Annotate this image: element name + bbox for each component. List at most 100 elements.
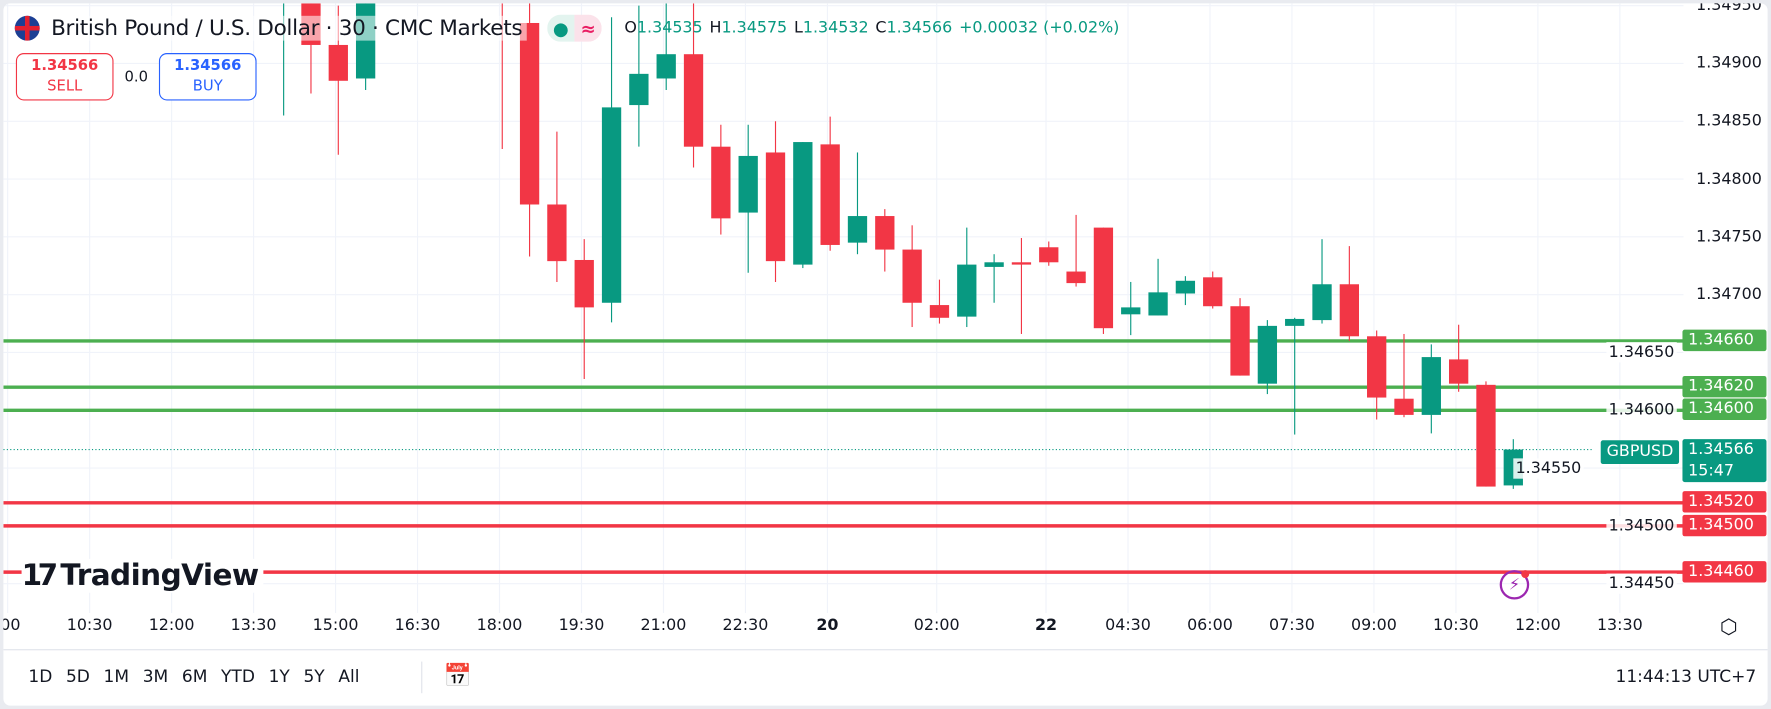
- candle-down: [1339, 284, 1359, 337]
- price-chart[interactable]: [3, 3, 1684, 614]
- range-button-1d[interactable]: 1D: [28, 666, 53, 687]
- candle-up: [957, 264, 977, 317]
- candle-down: [820, 144, 840, 245]
- candle-down: [574, 259, 594, 308]
- current-price: 1.34566: [1688, 440, 1754, 459]
- bottom-toolbar: 1D 5D 1M 3M 6M YTD 1Y 5Y All 📅 11:44:13 UTC+7: [3, 649, 1768, 705]
- high-value: 1.34575: [721, 19, 788, 38]
- sell-button[interactable]: 1.34566 SELL: [15, 53, 114, 101]
- time-tick-label: :00: [3, 616, 21, 635]
- close-value: 1.34566: [886, 19, 953, 38]
- price-tick-label: 1.34500: [1606, 515, 1677, 537]
- candle-down: [1066, 271, 1086, 284]
- time-tick-label: 09:00: [1351, 616, 1397, 635]
- candle-up: [1148, 292, 1168, 316]
- tradingview-logo-text: TradingView: [60, 558, 259, 593]
- buy-button[interactable]: 1.34566 BUY: [158, 53, 257, 101]
- candle-up: [738, 155, 758, 213]
- price-tick-label: 1.34900: [1696, 54, 1762, 73]
- sell-label: SELL: [47, 77, 83, 95]
- sell-price: 1.34566: [31, 57, 99, 75]
- toolbar-divider: [421, 661, 423, 694]
- buy-label: BUY: [192, 77, 223, 95]
- gbp-usd-flag-icon: [14, 15, 40, 41]
- time-tick-label: 12:00: [1514, 616, 1561, 635]
- time-tick-label: 16:30: [394, 616, 441, 635]
- symbol-title[interactable]: British Pound / U.S. Dollar · 30 · CMC M…: [46, 15, 527, 41]
- tradingview-logo[interactable]: 17 TradingView: [21, 558, 264, 593]
- bar-countdown: 15:47: [1688, 461, 1734, 480]
- time-tick-label: 18:00: [476, 616, 523, 635]
- candle-down: [1039, 247, 1059, 263]
- symbol-tag: GBPUSD: [1600, 440, 1680, 465]
- open-label: O: [624, 19, 637, 38]
- time-axis[interactable]: :00 10:30 12:00 13:30 15:00 16:30 18:00 19:30 21…: [3, 616, 1683, 641]
- price-tick-label: 1.34700: [1696, 285, 1762, 304]
- level-tag-resistance: 1.34500: [1682, 514, 1767, 537]
- range-button-1y[interactable]: 1Y: [268, 666, 290, 687]
- chart-header: British Pound / U.S. Dollar · 30 · CMC M…: [14, 14, 1119, 42]
- time-tick-label: 15:00: [312, 616, 359, 635]
- candle-up: [1312, 284, 1332, 321]
- candle-down: [1203, 277, 1223, 307]
- level-tag-support: 1.34660: [1682, 329, 1767, 352]
- price-tick-label: 1.34550: [1513, 457, 1584, 479]
- candle-down: [1449, 359, 1469, 384]
- range-button-1m[interactable]: 1M: [103, 666, 130, 687]
- lightning-alert-icon[interactable]: ⚡: [1499, 570, 1530, 600]
- price-tick-label: 1.34850: [1696, 112, 1762, 131]
- candle-up: [847, 216, 868, 243]
- candle-up: [1175, 280, 1196, 294]
- time-tick-label: 20: [816, 616, 839, 635]
- go-to-date-calendar-icon[interactable]: 📅: [443, 661, 473, 689]
- candle-up: [656, 54, 676, 79]
- price-tick-label: 1.34450: [1606, 573, 1677, 594]
- open-value: 1.34535: [636, 19, 703, 38]
- range-button-3m[interactable]: 3M: [142, 666, 169, 687]
- candle-down: [875, 216, 895, 250]
- delayed-data-icon: ≈: [574, 14, 602, 42]
- candle-down: [765, 152, 786, 262]
- market-open-dot-icon: ●: [547, 14, 575, 42]
- low-label: L: [793, 19, 803, 38]
- ohlc-legend: O1.34535 H1.34575 L1.34532 C1.34566 +0.0…: [624, 19, 1119, 37]
- candle-down: [328, 44, 348, 81]
- time-tick-label: 04:30: [1105, 616, 1151, 635]
- range-button-6m[interactable]: 6M: [181, 666, 208, 687]
- candle-down: [1011, 262, 1032, 265]
- current-price-tag: 1.34566 15:47: [1682, 439, 1767, 483]
- level-tag-resistance: 1.34460: [1682, 560, 1767, 583]
- time-tick-label: 06:00: [1187, 616, 1233, 635]
- range-button-5d[interactable]: 5D: [65, 666, 90, 687]
- candle-down: [1367, 336, 1387, 398]
- candle-down: [683, 54, 704, 147]
- level-tag-support: 1.34620: [1682, 375, 1767, 398]
- time-tick-label: 10:30: [1432, 616, 1479, 635]
- candle-up: [984, 262, 1004, 267]
- settings-icon[interactable]: ⬡: [1719, 615, 1738, 640]
- level-tag-resistance: 1.34520: [1682, 491, 1767, 513]
- range-button-5y[interactable]: 5Y: [303, 666, 325, 687]
- candle-down: [1230, 306, 1250, 376]
- candle-down: [902, 249, 922, 303]
- time-tick-label: 21:00: [640, 616, 687, 635]
- buy-price: 1.34566: [174, 57, 242, 75]
- clock-timezone[interactable]: 11:44:13 UTC+7: [1615, 666, 1757, 687]
- price-tick-label: 1.34600: [1606, 400, 1677, 421]
- level-tag-support: 1.34600: [1682, 398, 1767, 421]
- candle-down: [547, 204, 567, 262]
- time-tick-label: 10:30: [66, 616, 113, 635]
- chart-frame: 1.34950 1.34900 1.34850 1.34800 1.34750 1.347…: [3, 3, 1768, 706]
- candle-up: [793, 142, 813, 265]
- candle-down: [929, 305, 950, 318]
- candle-up: [1121, 307, 1141, 315]
- range-button-all[interactable]: All: [338, 666, 360, 687]
- range-button-ytd[interactable]: YTD: [221, 666, 255, 687]
- price-tick-label: 1.34950: [1696, 3, 1762, 15]
- market-status[interactable]: ● ≈: [547, 14, 602, 42]
- date-range-buttons: 1D 5D 1M 3M 6M YTD 1Y 5Y All: [22, 666, 367, 686]
- high-label: H: [709, 19, 722, 38]
- candle-up: [601, 107, 622, 303]
- candle-up: [1257, 325, 1278, 384]
